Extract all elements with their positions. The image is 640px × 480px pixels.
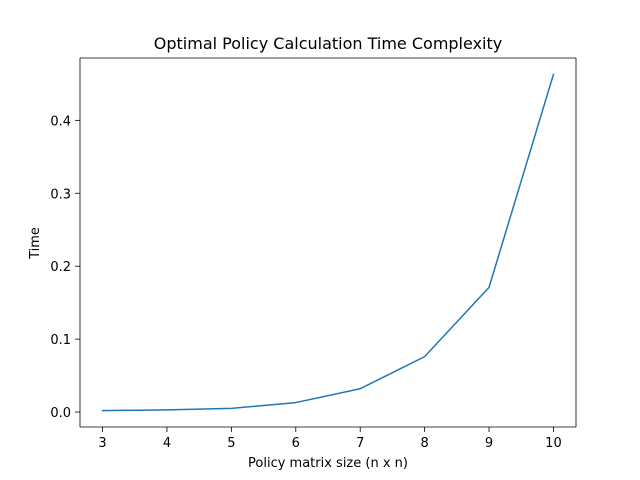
y-tick-label: 0.3 xyxy=(50,187,71,202)
y-tick-label: 0.4 xyxy=(50,114,71,129)
chart-title: Optimal Policy Calculation Time Complexi… xyxy=(154,34,502,53)
x-tick-label: 8 xyxy=(420,436,428,451)
y-tick-label: 0.0 xyxy=(50,406,71,421)
series-line-0 xyxy=(101,73,555,412)
x-tick-label: 3 xyxy=(98,436,106,451)
x-tick-label: 10 xyxy=(545,436,562,451)
x-tick-label: 9 xyxy=(485,436,493,451)
y-axis-label: Time xyxy=(28,227,43,260)
x-tick-label: 4 xyxy=(163,436,171,451)
y-tick-label: 0.1 xyxy=(50,333,71,348)
x-tick-label: 6 xyxy=(292,436,300,451)
plot-area: 3 4 5 6 7 8 9 10 0.0 0.1 0.2 0.3 0.4 xyxy=(50,57,577,451)
x-tick-label: 5 xyxy=(227,436,235,451)
x-tick-label: 7 xyxy=(356,436,364,451)
y-tick-label: 0.2 xyxy=(50,260,71,275)
x-axis-label: Policy matrix size (n x n) xyxy=(248,456,408,471)
